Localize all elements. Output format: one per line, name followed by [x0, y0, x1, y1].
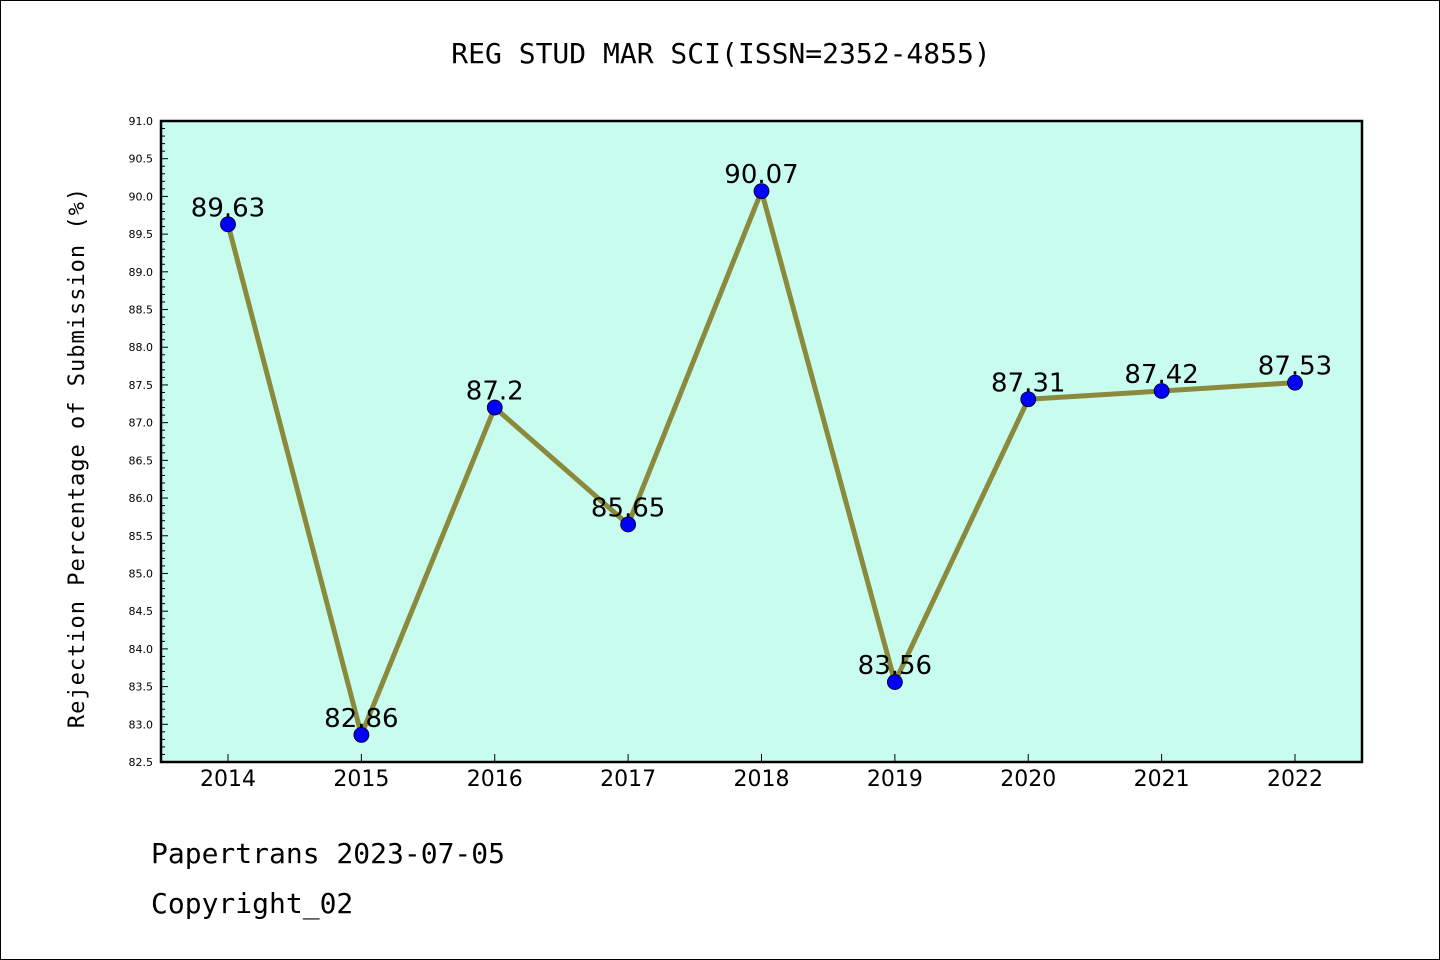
data-label: 82.86	[324, 704, 398, 734]
y-tick-label: 86.5	[129, 454, 154, 467]
data-point	[1287, 374, 1303, 391]
data-point	[1153, 383, 1170, 399]
x-tick-label: 2020	[1000, 767, 1056, 792]
x-tick-label: 2018	[734, 767, 790, 792]
data-point	[753, 183, 770, 200]
data-label: 89.63	[191, 193, 265, 223]
plot-background	[161, 121, 1362, 762]
x-tick-label: 2019	[867, 767, 923, 792]
x-tick-label: 2014	[200, 767, 256, 792]
y-tick-label: 88.5	[129, 304, 154, 317]
x-tick-label: 2015	[333, 767, 389, 792]
y-tick-label: 86.0	[129, 492, 154, 505]
y-tick-label: 87.0	[129, 417, 154, 430]
x-tick-label: 2022	[1267, 767, 1323, 792]
data-label: 90.07	[724, 160, 798, 190]
data-point	[353, 726, 370, 743]
y-tick-label: 90.0	[129, 190, 154, 203]
data-point	[1020, 391, 1037, 408]
footer-copyright: Copyright_02	[151, 887, 354, 920]
data-label: 87.2	[466, 377, 524, 407]
y-tick-label: 83.0	[129, 718, 154, 731]
x-tick-label: 2021	[1134, 767, 1190, 792]
data-label: 87.53	[1258, 352, 1332, 382]
y-tick-label: 88.0	[129, 341, 154, 354]
y-tick-label: 84.5	[129, 605, 154, 618]
y-tick-label: 91.0	[129, 115, 154, 128]
footer-date: Papertrans 2023-07-05	[151, 837, 506, 870]
data-point	[620, 516, 637, 533]
y-tick-label: 85.5	[129, 530, 154, 543]
data-point	[886, 674, 903, 690]
data-point	[220, 216, 236, 233]
x-tick-label: 2016	[467, 767, 523, 792]
y-tick-label: 90.5	[129, 153, 154, 166]
y-tick-label: 84.0	[129, 643, 154, 656]
y-tick-label: 82.5	[129, 756, 154, 769]
y-axis-title: Rejection Percentage of Submission (%)	[65, 187, 90, 728]
y-tick-label: 87.5	[129, 379, 154, 392]
y-tick-label: 83.5	[129, 681, 154, 694]
data-label: 87.42	[1124, 360, 1198, 390]
y-tick-label: 89.0	[129, 266, 154, 279]
y-tick-label: 85.0	[129, 567, 154, 580]
x-tick-label: 2017	[600, 767, 656, 792]
y-tick-label: 89.5	[129, 228, 154, 241]
chart-title: REG STUD MAR SCI(ISSN=2352-4855)	[451, 37, 991, 70]
data-point	[486, 399, 503, 416]
data-label: 87.31	[991, 368, 1065, 398]
plot-border	[159, 119, 1364, 764]
data-label: 83.56	[858, 651, 932, 681]
data-label: 85.65	[591, 493, 665, 523]
